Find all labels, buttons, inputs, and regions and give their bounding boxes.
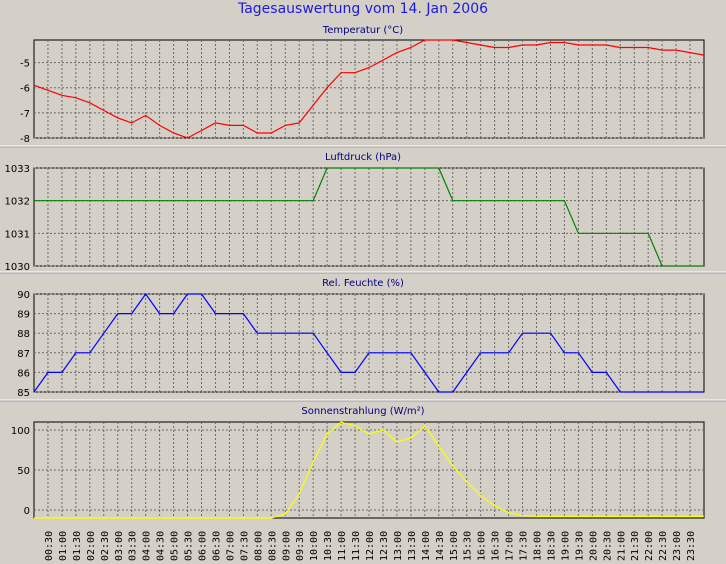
x-tick-label: 08:00 <box>253 531 264 561</box>
y-tick-label: 1030 <box>5 262 30 273</box>
x-tick-label: 07:00 <box>225 531 236 561</box>
x-tick-label: 18:00 <box>533 531 544 561</box>
x-tick-label: 02:30 <box>100 531 111 561</box>
x-tick-label: 04:00 <box>142 531 153 561</box>
x-tick-label: 13:30 <box>407 531 418 561</box>
y-tick-label: 1032 <box>5 197 30 208</box>
x-tick-label: 11:30 <box>351 531 362 561</box>
series-line <box>33 292 704 393</box>
y-tick-label: -6 <box>20 84 30 95</box>
x-tick-label: 13:00 <box>393 531 404 561</box>
x-tick-label: 12:00 <box>365 531 376 561</box>
y-tick-label: 50 <box>17 466 30 477</box>
y-tick-label: 1031 <box>5 229 30 240</box>
x-tick-label: 03:00 <box>114 531 125 561</box>
x-tick-label: 02:00 <box>86 531 97 561</box>
panel-title: Luftdruck (hPa) <box>325 152 401 163</box>
x-tick-label: 17:30 <box>519 531 530 561</box>
x-tick-label: 19:00 <box>560 531 571 561</box>
x-tick-label: 03:30 <box>128 531 139 561</box>
x-tick-label: 09:00 <box>281 531 292 561</box>
x-tick-label: 07:30 <box>239 531 250 561</box>
x-tick-label: 20:00 <box>588 531 599 561</box>
x-tick-label: 01:30 <box>72 531 83 561</box>
x-tick-label: 23:00 <box>672 531 683 561</box>
x-tick-label: 04:30 <box>156 531 167 561</box>
x-tick-label: 15:30 <box>463 531 474 561</box>
x-tick-label: 05:00 <box>170 531 181 561</box>
y-tick-label: 88 <box>17 329 30 340</box>
panel-title: Sonnenstrahlung (W/m²) <box>301 406 424 417</box>
x-tick-label: 15:00 <box>449 531 460 561</box>
x-tick-label: 12:30 <box>379 531 390 561</box>
x-tick-label: 14:00 <box>421 531 432 561</box>
x-tick-label: 21:30 <box>630 531 641 561</box>
panel-title: Rel. Feuchte (%) <box>322 278 404 289</box>
x-tick-label: 18:30 <box>546 531 557 561</box>
x-tick-label: 20:30 <box>602 531 613 561</box>
x-tick-label: 14:30 <box>435 531 446 561</box>
y-tick-label: 86 <box>17 368 30 379</box>
x-tick-label: 08:30 <box>267 531 278 561</box>
x-tick-label: 16:30 <box>491 531 502 561</box>
x-tick-label: 10:00 <box>309 531 320 561</box>
series-line <box>34 421 704 519</box>
x-tick-label: 17:00 <box>505 531 516 561</box>
y-tick-label: -7 <box>20 109 30 120</box>
series-line <box>34 167 704 267</box>
series-line <box>33 39 705 139</box>
x-tick-label: 22:30 <box>658 531 669 561</box>
x-tick-label: 21:00 <box>616 531 627 561</box>
y-tick-label: -8 <box>20 134 30 145</box>
y-tick-label: 90 <box>17 290 30 301</box>
x-tick-label: 09:30 <box>295 531 306 561</box>
page-title: Tagesauswertung vom 14. Jan 2006 <box>237 1 489 17</box>
x-tick-label: 00:30 <box>44 531 55 561</box>
y-tick-label: 89 <box>17 310 30 321</box>
y-tick-label: 87 <box>17 349 30 360</box>
x-tick-label: 23:30 <box>686 531 697 561</box>
y-tick-label: 100 <box>11 426 30 437</box>
x-tick-label: 01:00 <box>58 531 69 561</box>
y-tick-label: 0 <box>24 506 30 517</box>
x-tick-label: 22:00 <box>644 531 655 561</box>
x-tick-label: 05:30 <box>184 531 195 561</box>
x-tick-label: 06:00 <box>198 531 209 561</box>
x-tick-label: 10:30 <box>323 531 334 561</box>
y-tick-label: -5 <box>20 59 30 70</box>
x-tick-label: 19:30 <box>574 531 585 561</box>
y-tick-label: 1033 <box>5 164 30 175</box>
x-tick-label: 16:00 <box>477 531 488 561</box>
x-tick-label: 06:30 <box>211 531 222 561</box>
x-tick-label: 11:00 <box>337 531 348 561</box>
panel-title: Temperatur (°C) <box>322 25 403 36</box>
y-tick-label: 85 <box>17 388 30 399</box>
